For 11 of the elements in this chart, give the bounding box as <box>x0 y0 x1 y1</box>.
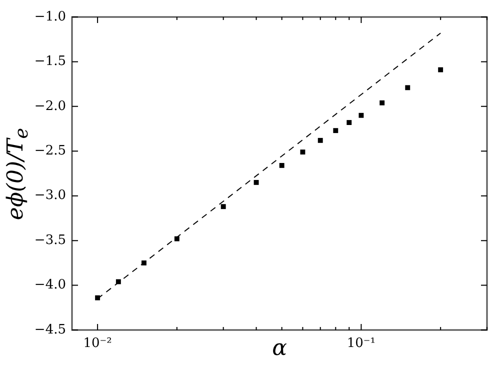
y-tick-label: −3.5 <box>34 232 66 248</box>
y-tick-label: −2.5 <box>34 144 66 159</box>
x-axis-title: α <box>272 336 287 361</box>
y-tick-label: −2.0 <box>34 98 66 114</box>
y-tick-label: −1.5 <box>34 54 66 70</box>
x-tick-label: 10⁻² <box>83 336 112 352</box>
y-tick-label: −1.0 <box>34 9 66 24</box>
y-tick-label: −3.0 <box>34 188 66 204</box>
x-tick-label: 10⁻¹ <box>346 336 376 352</box>
y-tick-label: −4.0 <box>34 278 66 293</box>
y-tick-label: −4.5 <box>34 322 66 338</box>
